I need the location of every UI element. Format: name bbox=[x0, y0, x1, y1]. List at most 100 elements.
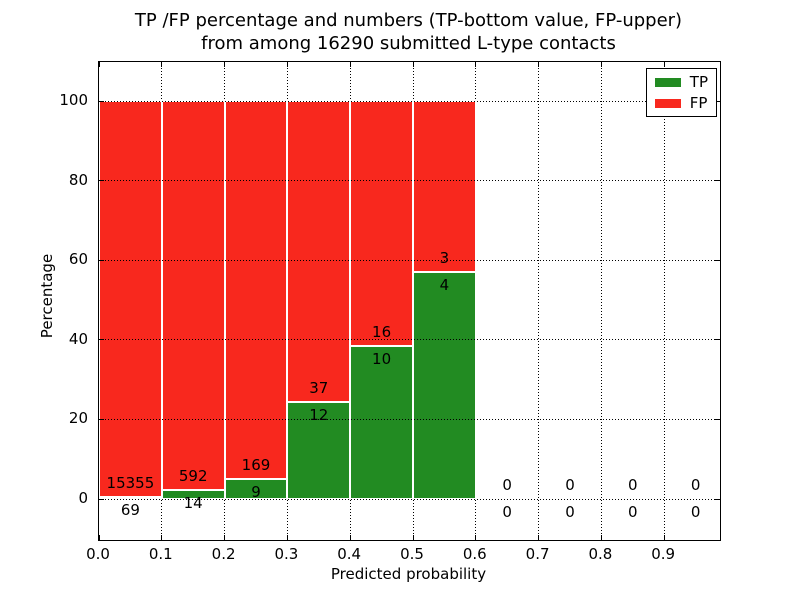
x-tick-label: 0.5 bbox=[400, 545, 424, 563]
x-tickmark-bottom bbox=[286, 535, 288, 540]
gridline-horizontal bbox=[99, 418, 720, 420]
bar-segment-fp bbox=[224, 101, 288, 479]
y-tick-label: 60 bbox=[68, 250, 88, 269]
bar-segment-fp bbox=[161, 101, 225, 490]
x-tickmark-bottom bbox=[161, 535, 163, 540]
y-tickmark-left bbox=[99, 259, 104, 261]
annotation-fp-count: 3 bbox=[439, 248, 450, 267]
y-tick-label: 80 bbox=[68, 170, 88, 189]
annotation-tp-count: 0 bbox=[565, 503, 575, 521]
y-tickmark-right bbox=[715, 259, 720, 261]
y-tick-label: 0 bbox=[78, 489, 88, 507]
x-tick-label: 0.4 bbox=[337, 545, 362, 563]
bar-segment-tp bbox=[161, 489, 225, 499]
x-tick-label: 0.2 bbox=[211, 545, 236, 563]
plot-area: TP FP 15355 69 592 14 169 9 37 12 16 10 3 4 0 0 0 0 0 0 0 0 bbox=[98, 61, 721, 541]
gridline-horizontal bbox=[99, 259, 720, 261]
x-axis-title: Predicted probability bbox=[330, 565, 487, 583]
y-tick-label: 40 bbox=[68, 329, 88, 348]
x-tickmark-bottom bbox=[475, 535, 477, 540]
x-tick-label: 0.1 bbox=[148, 545, 173, 563]
annotation-tp-count: 10 bbox=[372, 349, 392, 368]
legend-item-fp: FP bbox=[654, 94, 708, 112]
gridline-vertical bbox=[538, 62, 540, 540]
x-tickmark-top bbox=[600, 62, 602, 67]
annotation-tp-count: 12 bbox=[309, 405, 329, 424]
x-tick-label: 0.8 bbox=[588, 545, 613, 563]
gridline-vertical bbox=[475, 62, 477, 540]
x-tickmark-top bbox=[224, 62, 226, 67]
y-tickmark-right bbox=[715, 498, 720, 500]
bar-segment-fp bbox=[350, 101, 413, 346]
x-tickmark-top bbox=[98, 62, 100, 67]
x-tickmark-top bbox=[412, 62, 414, 67]
annotation-fp-count: 16 bbox=[372, 322, 392, 341]
bar-segment-fp bbox=[287, 101, 351, 402]
x-tickmark-bottom bbox=[600, 535, 602, 540]
gridline-vertical bbox=[600, 62, 602, 540]
y-tickmark-right bbox=[715, 180, 720, 182]
y-tickmark-right bbox=[715, 339, 720, 341]
x-tickmark-bottom bbox=[224, 535, 226, 540]
annotation-tp-count: 69 bbox=[120, 501, 140, 520]
y-tickmark-left bbox=[99, 100, 104, 102]
x-tickmark-top bbox=[349, 62, 351, 67]
legend-label-fp: FP bbox=[689, 94, 708, 112]
x-tickmark-bottom bbox=[412, 535, 414, 540]
bar-segment-tp bbox=[413, 271, 476, 499]
y-tickmark-left bbox=[99, 339, 104, 341]
gridline-horizontal bbox=[99, 339, 720, 341]
x-tickmark-bottom bbox=[98, 535, 100, 540]
annotation-fp-count: 0 bbox=[502, 476, 512, 494]
y-tickmark-right bbox=[715, 418, 720, 420]
y-tickmark-right bbox=[715, 100, 720, 102]
x-tickmark-bottom bbox=[538, 535, 540, 540]
x-tick-label: 0.7 bbox=[525, 545, 550, 563]
gridline-horizontal bbox=[99, 498, 720, 500]
annotation-fp-count: 0 bbox=[628, 476, 638, 494]
x-tickmark-top bbox=[538, 62, 540, 67]
bar-segment-tp bbox=[287, 401, 351, 499]
annotation-fp-count: 37 bbox=[309, 378, 329, 397]
x-tickmark-top bbox=[475, 62, 477, 67]
annotation-fp-count: 0 bbox=[565, 476, 575, 494]
y-tick-label: 20 bbox=[68, 409, 88, 428]
annotation-tp-count: 0 bbox=[502, 503, 512, 521]
x-tick-label: 0.3 bbox=[274, 545, 299, 563]
legend-swatch-fp bbox=[654, 98, 681, 108]
bar-segment-fp bbox=[99, 101, 162, 498]
legend: TP FP bbox=[645, 68, 717, 117]
annotation-fp-count: 592 bbox=[178, 466, 208, 485]
x-tickmark-bottom bbox=[349, 535, 351, 540]
annotation-tp-count: 9 bbox=[251, 482, 261, 501]
y-tickmark-left bbox=[99, 498, 104, 500]
y-tickmark-left bbox=[99, 180, 104, 182]
legend-swatch-tp bbox=[654, 77, 681, 87]
annotation-tp-count: 0 bbox=[628, 503, 638, 521]
annotation-tp-count: 0 bbox=[690, 503, 701, 521]
x-tickmark-top bbox=[663, 62, 665, 67]
annotation-fp-count: 15355 bbox=[106, 474, 155, 493]
x-tickmark-top bbox=[286, 62, 288, 67]
gridline-horizontal bbox=[99, 180, 720, 182]
legend-item-tp: TP bbox=[654, 73, 708, 91]
legend-label-tp: TP bbox=[689, 73, 708, 91]
y-tick-label: 100 bbox=[59, 91, 88, 109]
bar-segment-tp bbox=[224, 478, 288, 499]
gridline-horizontal bbox=[99, 100, 720, 102]
x-tickmark-top bbox=[161, 62, 163, 67]
gridline-vertical bbox=[663, 62, 665, 540]
chart-title-line2: from among 16290 submitted L-type contac… bbox=[201, 33, 616, 54]
bar-segment-tp bbox=[350, 345, 413, 499]
x-tick-label: 0.6 bbox=[462, 545, 487, 563]
chart-title: TP /FP percentage and numbers (TP-bottom… bbox=[98, 9, 719, 55]
annotation-tp-count: 14 bbox=[183, 493, 203, 512]
x-tickmark-bottom bbox=[663, 535, 665, 540]
annotation-tp-count: 4 bbox=[439, 275, 450, 294]
annotation-fp-count: 169 bbox=[241, 455, 271, 474]
y-tickmark-left bbox=[99, 418, 104, 420]
bar-segment-fp bbox=[413, 101, 476, 272]
x-tick-label: 0.0 bbox=[86, 545, 110, 563]
chart-title-line1: TP /FP percentage and numbers (TP-bottom… bbox=[134, 10, 683, 31]
